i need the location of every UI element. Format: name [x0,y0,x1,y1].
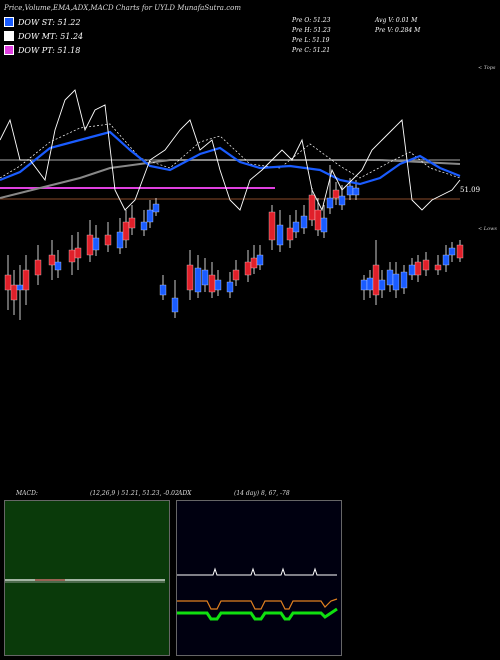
candle-body [54,261,62,271]
dow-st-label: DOW ST: 51.22 [18,17,81,27]
candle-body [92,237,100,251]
candle-body [442,254,450,266]
macd-label: MACD: [16,490,38,497]
dow-st-swatch [4,17,14,27]
candle-body [400,271,408,289]
candle-body [360,279,368,291]
adx-plot [177,567,338,621]
candle-body [386,269,394,286]
dow-pt-legend: DOW PT: 51.18 [4,45,80,55]
candle-body [74,247,82,259]
candle-body [22,269,30,291]
candle-body [456,244,464,259]
candle-body [372,264,380,296]
candle-body [232,269,240,281]
lows-marker: < Lows [478,226,497,232]
ema-dotted-line [0,123,461,179]
price-line [0,89,461,212]
candle-body [434,264,442,271]
candle-body [146,209,154,223]
candle-body [338,195,346,206]
candle-body [408,264,416,276]
candle-body [268,211,276,241]
dow-pt-swatch [4,45,14,55]
candle-body [226,281,234,293]
pre-open: Pre O: 51.23 [292,17,331,24]
volume-readout: Avg V: 0.01 M Pre V: 0.284 M [375,17,420,37]
candle-body [422,259,430,271]
candle-body [201,269,209,286]
candle-body [186,264,194,291]
candle-body [16,284,24,291]
plus-di-line [177,598,338,610]
pre-low: Pre L: 51.19 [292,37,330,44]
pre-close: Pre C: 51.21 [292,47,331,54]
candle-body [171,297,179,313]
candle-body [292,221,300,233]
macd-panel [4,500,170,656]
candle-body [244,261,252,276]
last-price-label: 51.09 [460,186,481,194]
dow-st-legend: DOW ST: 51.22 [4,17,80,27]
minus-di-line [177,607,338,621]
candle-body [122,221,130,241]
pre-volume: Pre V: 0.284 M [375,27,421,34]
candle-body [68,249,76,263]
candle-body [320,217,328,233]
ema-short-line [0,130,461,186]
candle-body [140,221,148,231]
candle-body [366,277,374,291]
candle-body [256,254,264,266]
candle-body [414,261,422,276]
adx-label: ADX [178,490,192,497]
candle-body [4,274,12,291]
pre-high: Pre H: 51.23 [292,27,331,34]
candle-body [286,227,294,241]
adx-panel [176,500,342,656]
adx-params: (14 day) 8, 67, -78 [234,490,290,497]
dow-mt-swatch [4,31,14,41]
candle-body [104,234,112,246]
candle-body [152,203,160,213]
candle-body [116,231,124,249]
candle-body [352,187,360,196]
candle-body [332,189,340,199]
ohlc-readout: Pre O: 51.23 Pre H: 51.23 Pre L: 51.19 P… [292,17,331,57]
candle-body [308,194,316,221]
candle-body [378,279,386,291]
macd-plot [5,579,165,583]
avg-volume: Avg V: 0.01 M [375,17,418,24]
candle-body [250,257,258,269]
candle-body [194,267,202,293]
price-chart [0,89,464,320]
dow-pt-label: DOW PT: 51.18 [18,45,81,55]
candle-body [448,247,456,256]
candle-body [214,279,222,291]
dow-mt-legend: DOW MT: 51.24 [4,31,83,41]
candle-body [48,254,56,266]
candle-body [346,185,354,196]
candle-body [276,224,284,246]
ema-long-line [0,159,461,199]
candle-body [128,217,136,229]
tops-marker: < Tops [478,65,496,71]
adx-line [177,567,337,576]
macd-params: (12,26,9 ) 51.21, 51.23, -0.02 [90,490,179,497]
candle-body [10,284,18,301]
candle-body [326,197,334,209]
dow-mt-label: DOW MT: 51.24 [18,31,84,41]
chart-title: Price,Volume,EMA,ADX,MACD Charts for UYL… [4,4,241,12]
candle-body [34,259,42,276]
candle-body [314,209,322,231]
candle-body [159,284,167,296]
candle-body [300,215,308,229]
candle-body [392,273,400,291]
candle-body [208,274,216,293]
candle-body [86,234,94,256]
